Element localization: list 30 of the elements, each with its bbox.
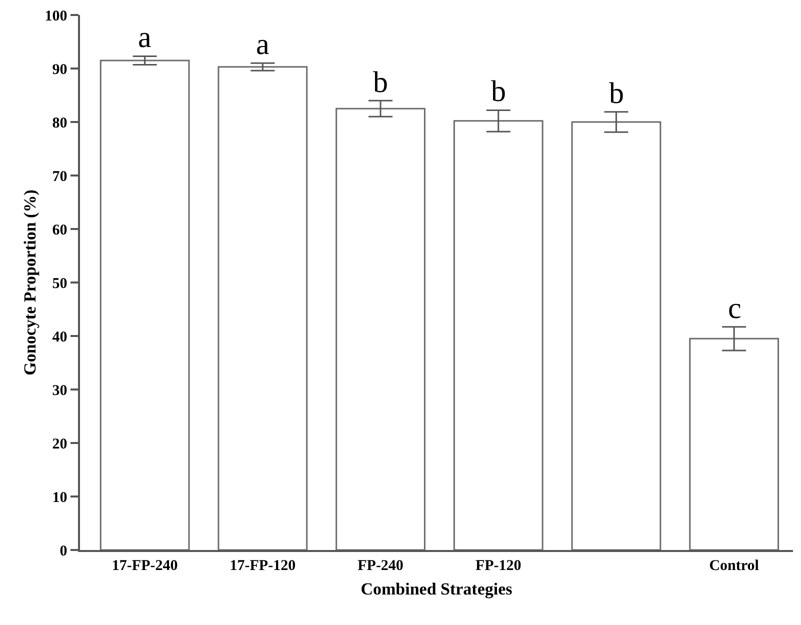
bar [571,121,662,550]
y-tick-label: 20 [52,436,68,452]
y-tick-label: 30 [52,382,68,399]
y-tick-label: 80 [52,115,68,132]
y-tick-label: 90 [52,62,68,78]
bar [453,120,544,550]
y-tick-label: 0 [60,543,68,560]
data-label: b [609,77,624,110]
data-label: a [138,21,152,54]
data-label: c [728,292,742,325]
y-tick-label: 40 [52,329,68,346]
y-tick-label: 10 [52,490,68,506]
y-axis-title: Gonocyte Proportion (%) [20,190,40,376]
x-tick-label: 17-FP-240 [112,558,178,574]
x-axis-title: Combined Strategies [360,580,513,599]
y-tick-label: 100 [44,8,68,24]
bar [336,108,426,550]
data-label: b [491,75,506,108]
x-tick-label: Control [709,558,759,574]
bar [218,66,308,550]
x-tick-label: FP-240 [358,558,404,574]
x-tick-label: 17-FP-120 [230,558,296,574]
y-tick-label: 70 [52,168,68,185]
bar [689,338,780,550]
y-tick-label: 60 [52,222,68,238]
y-tick-label: 50 [52,276,68,292]
bar [100,60,190,550]
data-label: b [373,66,388,99]
x-tick-label: FP-120 [475,558,522,574]
data-label: a [256,28,270,61]
